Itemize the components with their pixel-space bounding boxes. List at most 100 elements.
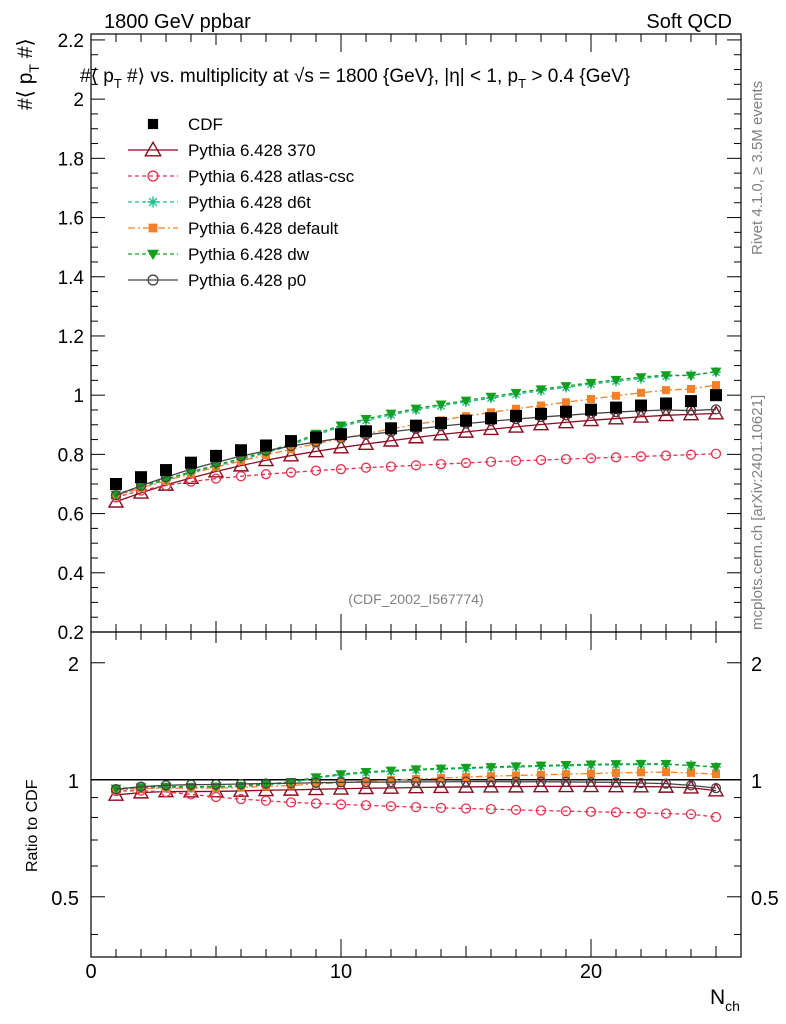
y-tick-label: 0.6 xyxy=(58,505,84,526)
point-pythia-6-428-default xyxy=(687,384,695,393)
point-pythia-6-428-dw xyxy=(385,409,397,420)
ratio-point-pythia-6-428-dw xyxy=(260,780,272,790)
point-pythia-6-428-p0 xyxy=(710,404,722,415)
ratio-tick-label-right: 1 xyxy=(751,771,762,793)
ratio-point-pythia-6-428-p0 xyxy=(110,784,122,795)
point-cdf xyxy=(360,425,372,438)
legend-marker xyxy=(147,170,159,182)
legend-entry-cdf: CDF xyxy=(147,115,223,134)
x-tick-label: 10 xyxy=(330,961,352,983)
legend-label: Pythia 6.428 370 xyxy=(188,141,316,160)
ratio-point-pythia-6-428-dw xyxy=(485,763,497,773)
point-pythia-6-428-atlas-csc xyxy=(235,471,247,482)
ratio-line-pythia-6-428-p0 xyxy=(115,780,717,790)
point-cdf xyxy=(335,428,347,441)
point-pythia-6-428-atlas-csc xyxy=(335,464,347,475)
point-cdf xyxy=(260,439,272,452)
ratio-point-pythia-6-428-default xyxy=(362,777,370,786)
ratio-point-pythia-6-428-atlas-csc xyxy=(535,805,547,816)
point-pythia-6-428-atlas-csc xyxy=(535,454,547,466)
point-pythia-6-428-atlas-csc xyxy=(210,473,222,484)
legend-label: Pythia 6.428 default xyxy=(188,219,339,238)
point-pythia-6-428-370 xyxy=(257,451,275,467)
point-cdf xyxy=(385,422,397,435)
ratio-point-pythia-6-428-p0 xyxy=(535,776,547,787)
legend-entry-pythia-6-428-370: Pythia 6.428 370 xyxy=(128,140,316,160)
point-pythia-6-428-atlas-csc xyxy=(610,452,622,463)
y-tick-label: 1.8 xyxy=(58,149,84,170)
ratio-point-pythia-6-428-370 xyxy=(357,779,375,795)
ratio-point-pythia-6-428-p0 xyxy=(710,782,722,794)
y-tick-label: 1.2 xyxy=(58,327,84,348)
ratio-point-pythia-6-428-dw xyxy=(460,763,472,774)
ratio-point-pythia-6-428-atlas-csc xyxy=(385,801,397,812)
legend-marker xyxy=(147,196,159,208)
ratio-point-pythia-6-428-dw xyxy=(135,783,147,793)
point-cdf xyxy=(560,405,572,418)
ratio-point-pythia-6-428-dw xyxy=(635,759,647,770)
point-pythia-6-428-dw xyxy=(410,404,422,414)
ratio-point-pythia-6-428-default xyxy=(712,770,720,779)
ratio-series-pythia-6-428-p0 xyxy=(110,776,722,795)
point-pythia-6-428-default xyxy=(712,381,720,390)
ratio-point-pythia-6-428-p0 xyxy=(485,776,497,787)
point-pythia-6-428-atlas-csc xyxy=(285,467,297,478)
ratio-point-pythia-6-428-atlas-csc xyxy=(585,806,597,817)
ratio-point-pythia-6-428-default xyxy=(437,774,445,783)
point-cdf xyxy=(660,397,672,410)
point-cdf xyxy=(185,456,197,469)
point-pythia-6-428-dw xyxy=(360,415,372,425)
point-pythia-6-428-atlas-csc xyxy=(635,451,647,462)
point-pythia-6-428-370 xyxy=(382,432,400,447)
point-pythia-6-428-dw xyxy=(560,382,572,392)
ratio-point-pythia-6-428-dw xyxy=(385,766,397,777)
point-pythia-6-428-dw xyxy=(510,388,522,399)
legend-marker xyxy=(147,118,159,130)
point-pythia-6-428-atlas-csc xyxy=(685,449,697,460)
point-pythia-6-428-atlas-csc xyxy=(435,458,447,470)
point-pythia-6-428-370 xyxy=(482,420,500,436)
ratio-point-pythia-6-428-default xyxy=(312,779,320,788)
ratio-point-pythia-6-428-p0 xyxy=(435,776,447,787)
point-cdf xyxy=(535,407,547,420)
series-cdf xyxy=(110,389,722,490)
ratio-point-pythia-6-428-default xyxy=(662,768,670,777)
legend-marker xyxy=(147,274,159,286)
ratio-tick-label: 0.5 xyxy=(51,888,79,910)
ratio-point-pythia-6-428-p0 xyxy=(260,778,272,789)
ratio-point-pythia-6-428-default xyxy=(562,770,570,779)
point-pythia-6-428-default xyxy=(512,404,520,413)
ratio-point-pythia-6-428-atlas-csc xyxy=(260,795,272,806)
legend-label: Pythia 6.428 d6t xyxy=(188,193,311,212)
y-tick-label: 2.2 xyxy=(58,31,84,52)
point-pythia-6-428-atlas-csc xyxy=(410,460,422,471)
point-pythia-6-428-370 xyxy=(407,429,425,444)
ratio-point-pythia-6-428-370 xyxy=(707,782,725,797)
point-pythia-6-428-default xyxy=(537,401,545,410)
series-pythia-6-428-atlas-csc xyxy=(110,448,722,503)
point-pythia-6-428-atlas-csc xyxy=(510,455,522,467)
point-pythia-6-428-dw xyxy=(660,371,672,381)
header-right: Soft QCD xyxy=(646,11,732,33)
legend-label: Pythia 6.428 atlas-csc xyxy=(188,167,355,186)
ratio-point-pythia-6-428-atlas-csc xyxy=(660,808,672,819)
point-pythia-6-428-dw xyxy=(585,378,597,389)
point-pythia-6-428-dw xyxy=(535,385,547,395)
ratio-point-pythia-6-428-p0 xyxy=(685,780,697,791)
mcplots-label: mcplots.cern.ch [arXiv:2401.10621] xyxy=(749,395,766,630)
series-pythia-6-428-p0 xyxy=(110,404,722,501)
ratio-point-pythia-6-428-dw xyxy=(685,761,697,772)
point-cdf xyxy=(610,401,622,414)
ratio-tick-label-right: 0.5 xyxy=(751,888,779,910)
ratio-point-pythia-6-428-p0 xyxy=(510,776,522,787)
ratio-point-pythia-6-428-dw xyxy=(110,784,122,794)
point-pythia-6-428-atlas-csc xyxy=(710,448,722,459)
point-pythia-6-428-370 xyxy=(607,410,625,425)
legend-entry-pythia-6-428-atlas-csc: Pythia 6.428 atlas-csc xyxy=(128,167,355,186)
point-pythia-6-428-default xyxy=(587,395,595,404)
y-axis-label: #⟨ pT #⟩ xyxy=(14,38,42,110)
point-pythia-6-428-default xyxy=(612,391,620,400)
legend-label: Pythia 6.428 p0 xyxy=(188,271,306,290)
point-cdf xyxy=(710,389,722,402)
ratio-point-pythia-6-428-default xyxy=(637,768,645,777)
